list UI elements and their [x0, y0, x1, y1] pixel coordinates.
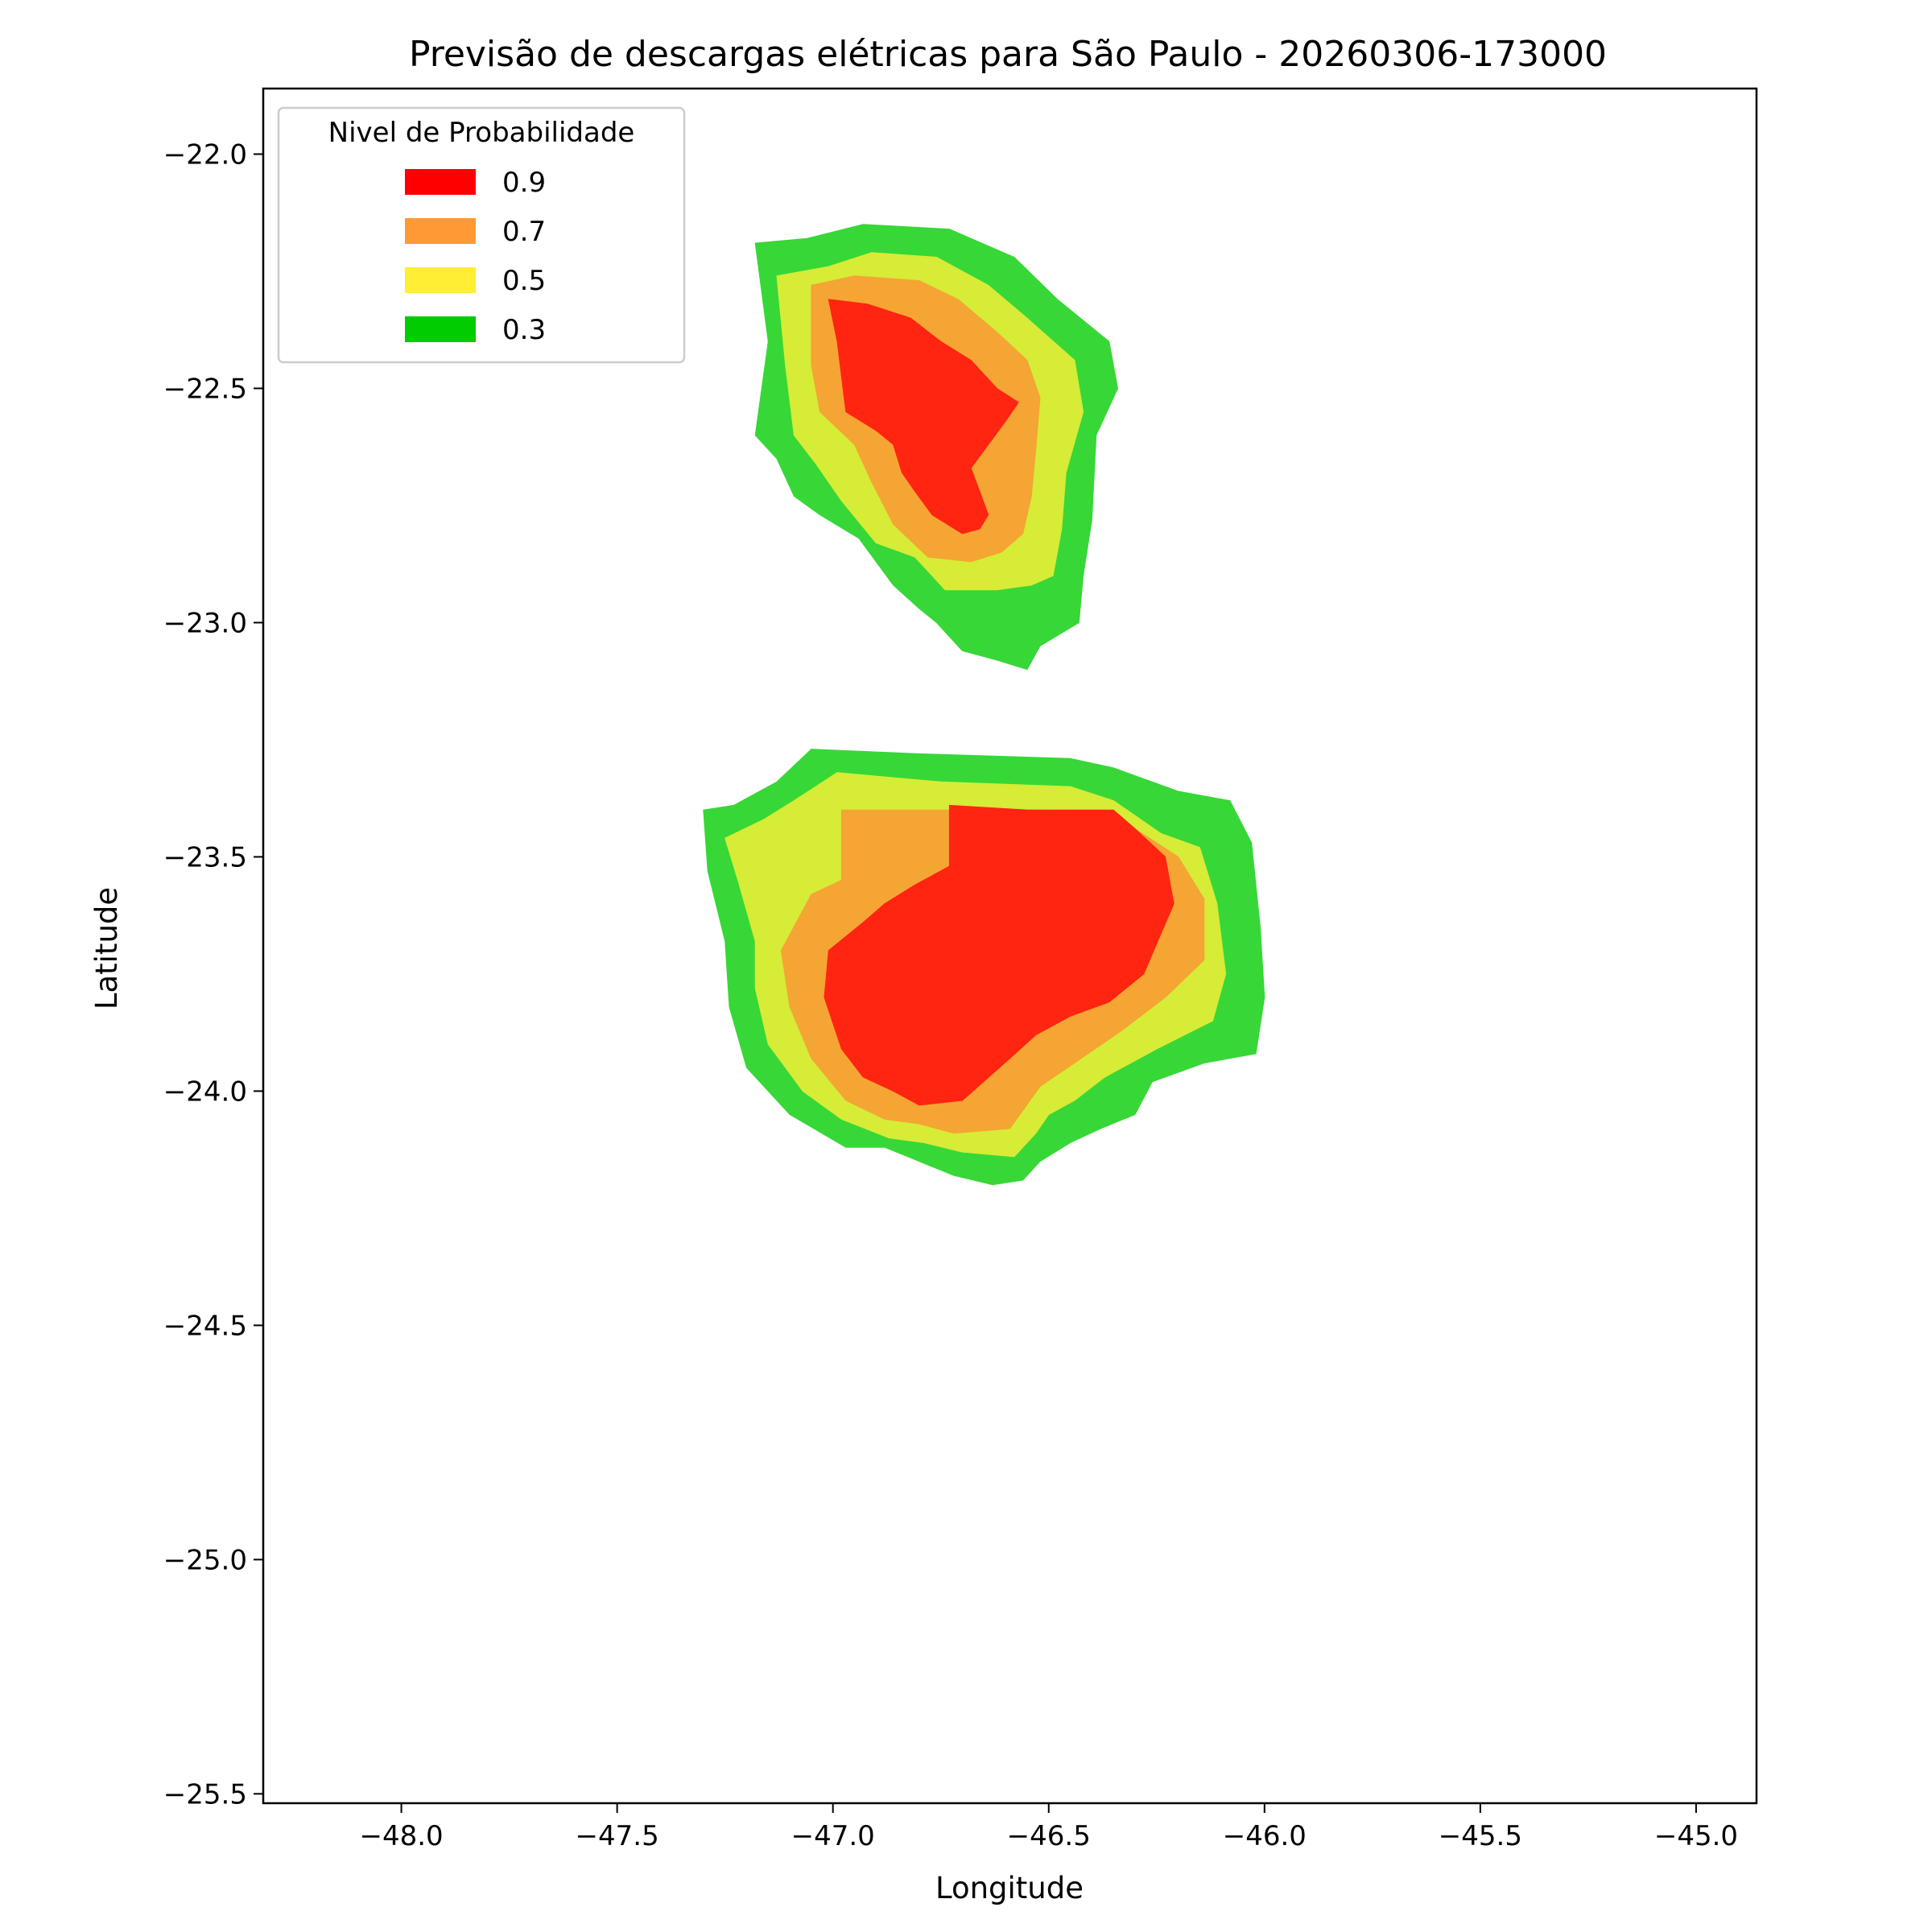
x-axis-label: Longitude: [935, 1871, 1084, 1905]
chart-title: Previsão de descargas elétricas para São…: [409, 34, 1607, 75]
y-tick-label: −25.5: [163, 1778, 247, 1810]
x-tick-label: −47.0: [791, 1820, 875, 1852]
y-tick-label: −23.5: [163, 841, 247, 873]
x-tick-label: −47.5: [576, 1820, 659, 1852]
legend-swatch-0.5: [405, 267, 476, 293]
legend-label-0.5: 0.5: [502, 265, 546, 297]
legend-swatch-0.7: [405, 218, 476, 244]
legend-box: [277, 106, 686, 364]
y-tick-label: −24.5: [163, 1310, 247, 1342]
y-tick-label: −23.0: [163, 607, 247, 639]
x-tick-label: −45.5: [1439, 1820, 1522, 1852]
legend-entries: 0.9 0.7 0.5 0.3: [405, 167, 546, 346]
y-tick-label: −22.0: [163, 138, 247, 171]
y-tick-label: −25.0: [163, 1544, 247, 1576]
plot-area: [262, 87, 1758, 1805]
y-axis: −22.0 −22.5 −23.0 −23.5 −24.0 −24.5 −25.0 −25.5: [163, 138, 263, 1810]
legend-swatch-0.9: [405, 169, 476, 195]
contour-region-0.9-1: [828, 299, 1019, 535]
y-axis-label: Latitude: [89, 887, 124, 1009]
legend-title: Nivel de Probabilidade: [328, 117, 635, 149]
x-tick-label: −45.0: [1654, 1820, 1738, 1852]
contour-layers: [703, 224, 1265, 1186]
legend-label-0.3: 0.3: [502, 314, 546, 346]
x-axis: −48.0 −47.5 −47.0 −46.5 −46.0 −45.5 −45.0: [359, 1803, 1738, 1852]
plot-frame: [262, 87, 1758, 1805]
legend-label-0.9: 0.9: [502, 167, 546, 199]
contour-region-0.9-2: [824, 804, 1174, 1106]
y-tick-label: −22.5: [163, 373, 247, 405]
legend-label-0.7: 0.7: [502, 216, 546, 248]
x-tick-label: −46.5: [1007, 1820, 1091, 1852]
y-tick-label: −24.0: [163, 1075, 247, 1108]
x-tick-label: −46.0: [1223, 1820, 1307, 1852]
x-tick-label: −48.0: [359, 1820, 443, 1852]
legend: Nivel de Probabilidade 0.9 0.7 0.5 0.3: [277, 106, 686, 364]
legend-swatch-0.3: [405, 316, 476, 342]
